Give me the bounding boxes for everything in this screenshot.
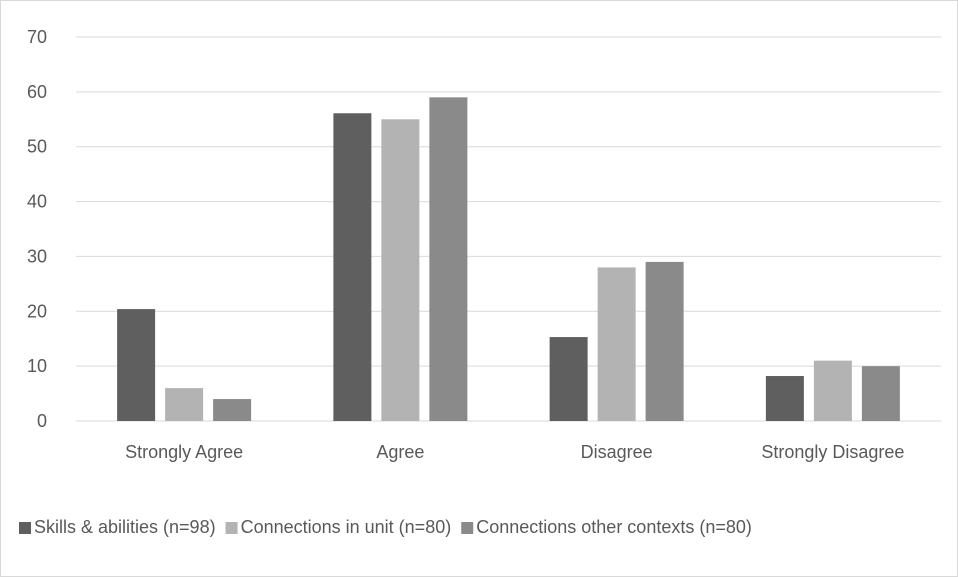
- bar-1-2: [333, 113, 372, 421]
- bar-2-2: [381, 119, 420, 422]
- bar-3-4: [861, 366, 900, 421]
- y-tick-label: 20: [27, 301, 47, 321]
- legend: Skills & abilities (n=98) Connections in …: [19, 517, 752, 537]
- bar-2-4: [813, 360, 852, 421]
- bar-1-1: [117, 309, 156, 421]
- bar-3-2: [429, 97, 468, 421]
- bar-1-3: [549, 337, 588, 421]
- y-tick-label: 60: [27, 82, 47, 102]
- bar-3-1: [213, 399, 252, 421]
- x-tick-label: Disagree: [581, 442, 653, 462]
- bar-2-3: [597, 267, 636, 421]
- y-tick-label: 70: [27, 27, 47, 47]
- legend-swatch: [461, 522, 474, 534]
- legend-label: Connections other contexts (n=80): [476, 517, 752, 537]
- y-tick-label: 40: [27, 192, 47, 212]
- x-axis-ticks: Strongly Agree Agree Disagree Strongly Disa…: [125, 442, 904, 462]
- y-tick-label: 0: [37, 411, 47, 431]
- legend-swatch: [225, 522, 238, 534]
- bars: [117, 97, 900, 422]
- x-tick-label: Strongly Agree: [125, 442, 243, 462]
- legend-label: Connections in unit (n=80): [241, 517, 452, 537]
- x-tick-label: Agree: [376, 442, 424, 462]
- y-axis-ticks: 0 10 20 30 40 50 60 70: [27, 27, 47, 431]
- y-tick-label: 50: [27, 137, 47, 157]
- bar-1-4: [765, 376, 804, 421]
- y-tick-label: 10: [27, 356, 47, 376]
- y-tick-label: 30: [27, 246, 47, 266]
- legend-label: Skills & abilities (n=98): [34, 517, 216, 537]
- bar-3-3: [645, 261, 684, 421]
- legend-swatch: [19, 522, 31, 534]
- gridlines: [76, 36, 941, 422]
- bar-2-1: [165, 388, 204, 421]
- x-tick-label: Strongly Disagree: [761, 442, 904, 462]
